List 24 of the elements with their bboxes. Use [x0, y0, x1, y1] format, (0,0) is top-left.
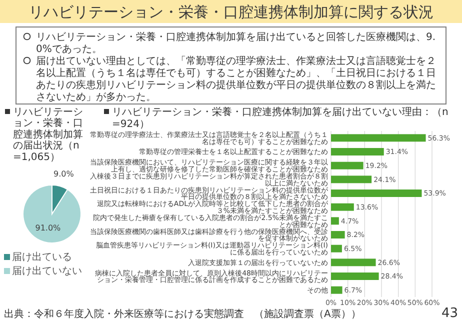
data-label: 9.0%	[54, 169, 74, 178]
chart-title: リハビリテーション・栄養・口腔連携体制加算を届け出ていない理由：（n=924）	[112, 106, 448, 130]
bar	[331, 176, 372, 184]
legend-label: 届け出ていない	[12, 265, 82, 277]
bar	[331, 217, 339, 225]
data-label: 91.0%	[35, 224, 62, 233]
bar	[331, 190, 422, 197]
text: リハビリテーション・栄養・口腔連携体制加算を届け出ていると回答した医療機関は、9.0%であった。	[36, 31, 436, 55]
bar	[331, 203, 354, 211]
bar	[331, 134, 426, 142]
pie-slice	[22, 184, 82, 244]
legend-label: 届け出ている	[12, 251, 72, 263]
text: 届け出ていない理由としては、「常勤専従の理学療法士、作業療法士又は言語聴覚士を２名以上配置（うち１名は専任でも可）することが困難なため」、「土日祝日における１日あたりの疾患別リハビリテーション料の提供単位数が平日の提供単位数の８割以上を満たさないため」が多かった。	[36, 55, 436, 103]
bar	[331, 244, 342, 252]
bar	[331, 148, 384, 156]
bar	[331, 286, 342, 294]
bar	[331, 258, 376, 266]
bar	[331, 272, 379, 280]
bar	[331, 162, 364, 170]
text: リハビリテーション・栄養・口腔連携体制加算に関する状況	[28, 3, 434, 21]
bar	[331, 231, 345, 238]
chart-title: リハビリテーション・栄養・口腔連携体制加算の届出状況（n=1,065）	[13, 107, 83, 163]
source-note: 出典：令和６年度入院・外来医療等における実態調査 （施設調査票（A票））	[4, 308, 361, 320]
text: 43	[441, 306, 458, 320]
